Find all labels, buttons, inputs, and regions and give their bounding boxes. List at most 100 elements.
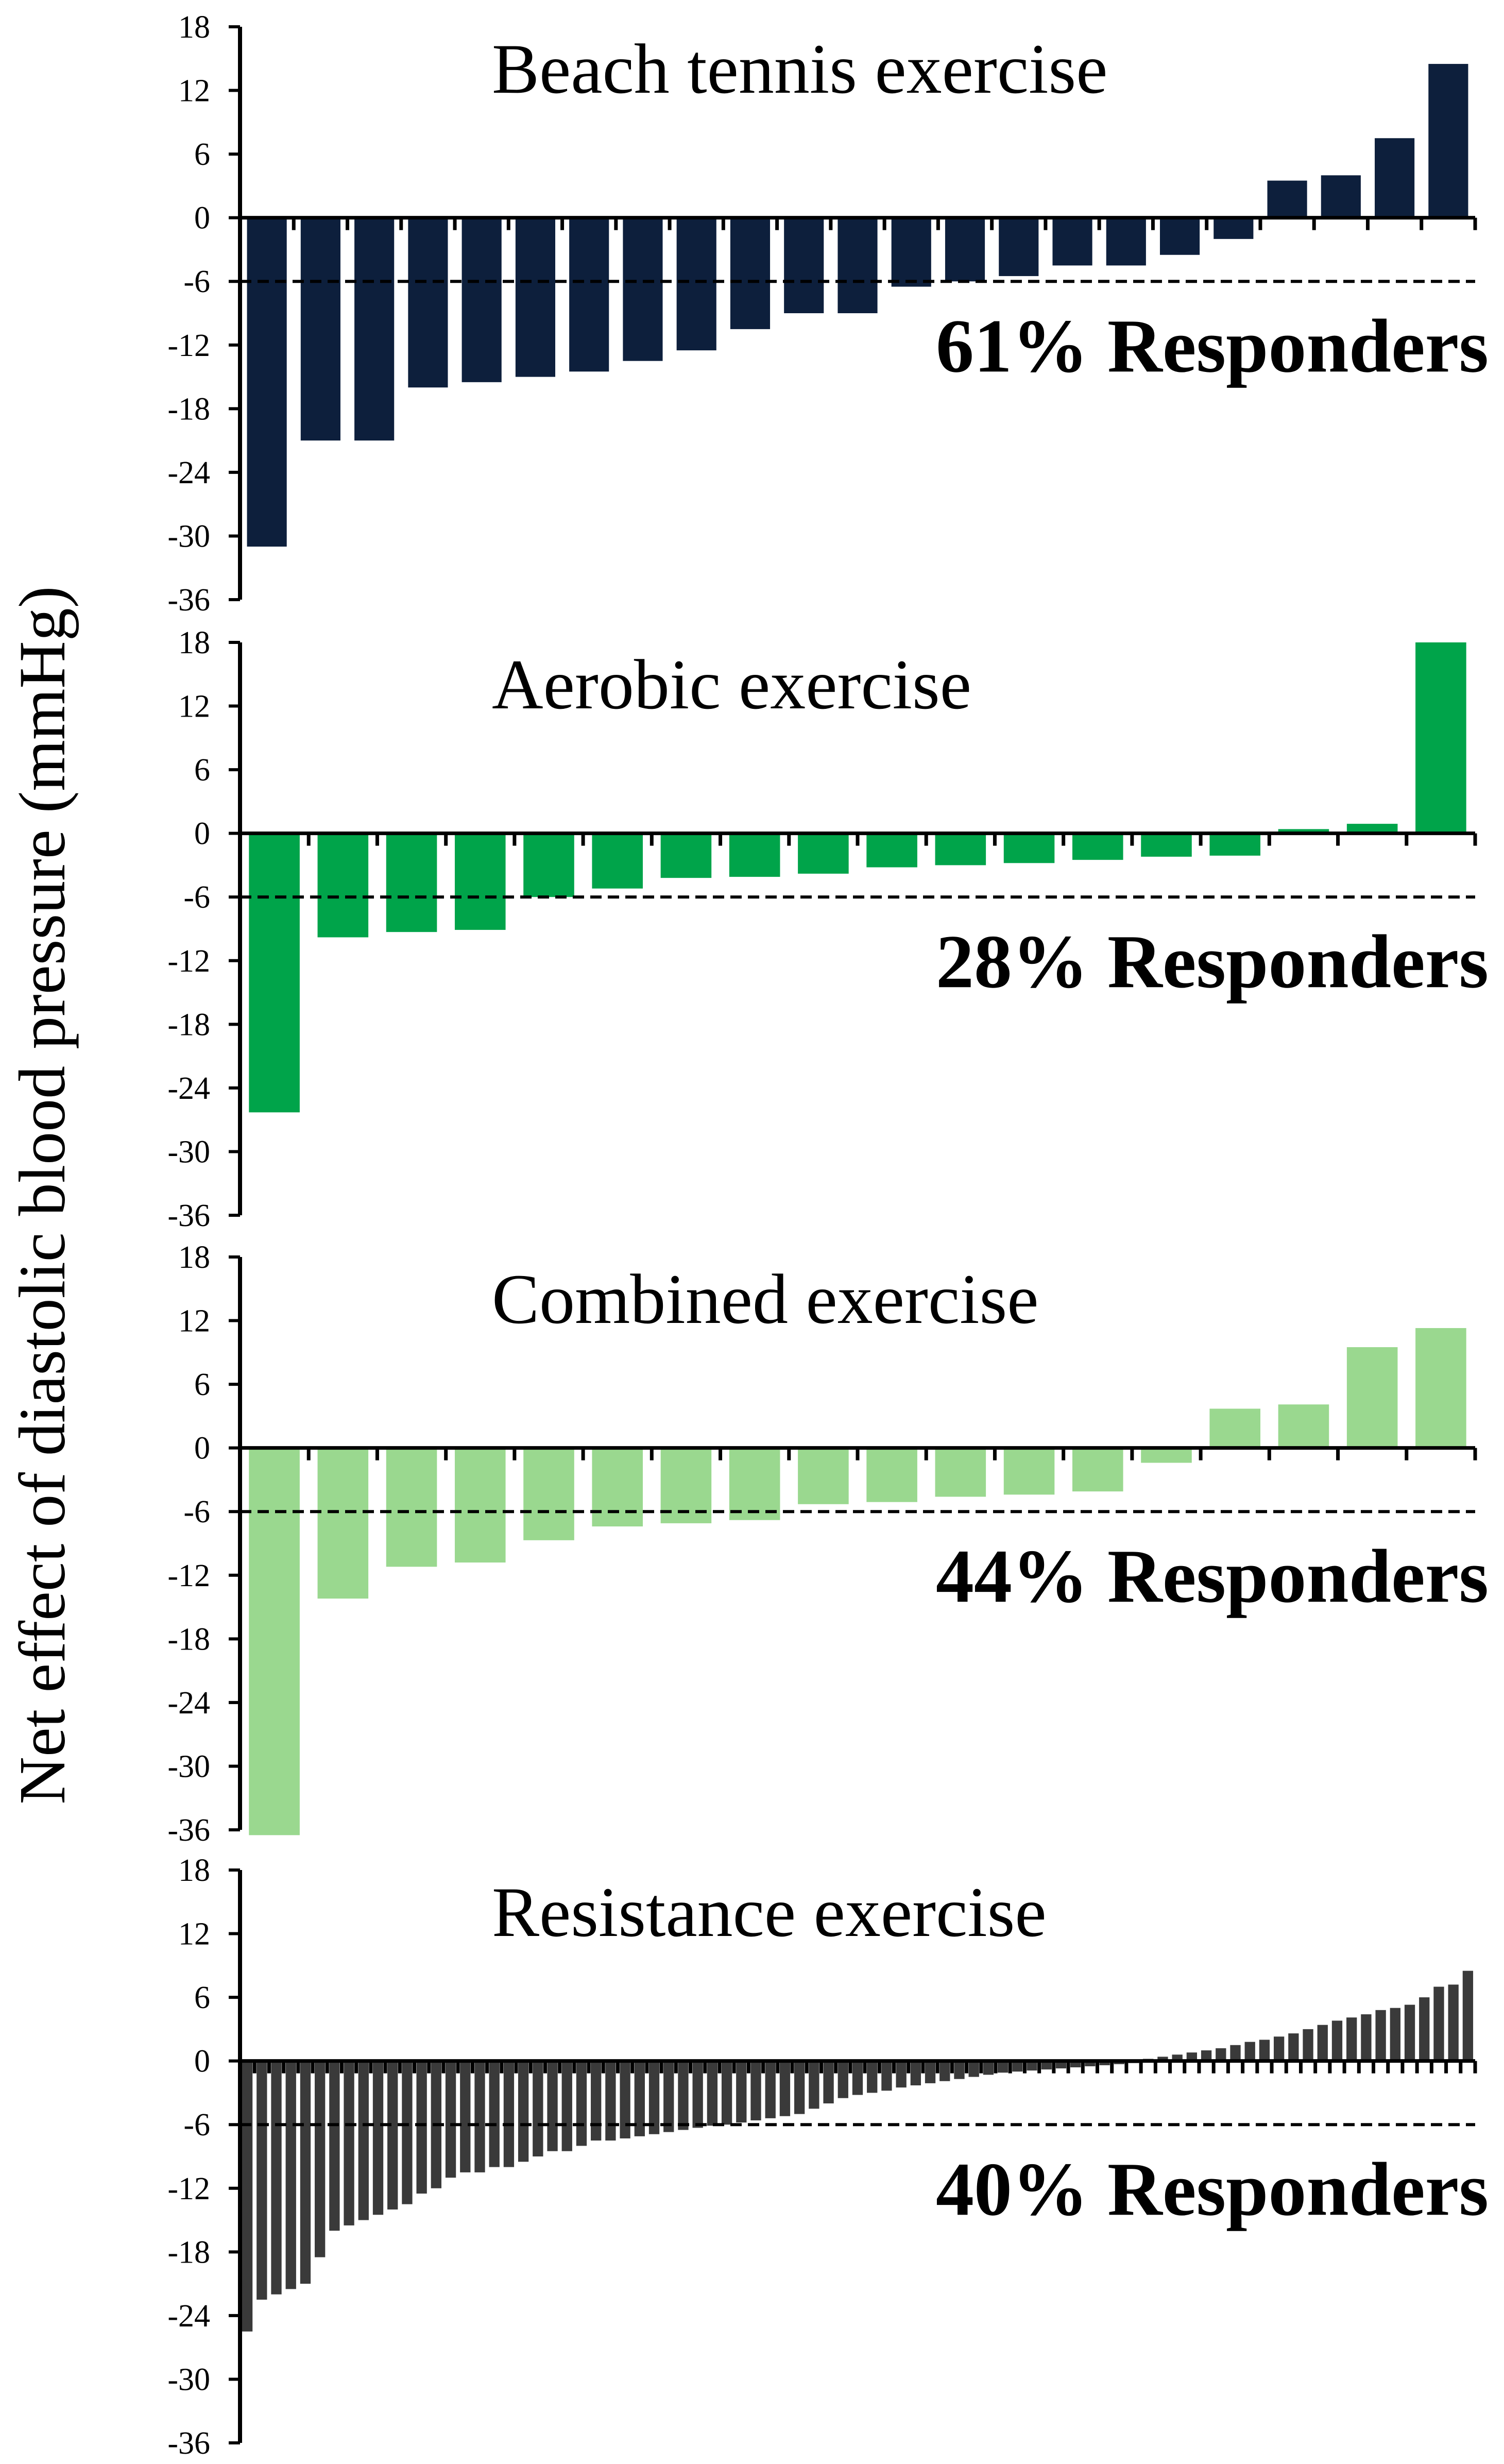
bar bbox=[523, 1448, 574, 1540]
bar bbox=[386, 1448, 437, 1567]
panel: 18 12 6 0 -6 -12 -18 -24 -30 -36 Resistance exerci… bbox=[167, 1853, 1489, 2461]
bar bbox=[910, 2061, 921, 2086]
y-tick-label: -24 bbox=[167, 2299, 210, 2334]
y-tick-label: 6 bbox=[194, 1367, 210, 1402]
bar bbox=[983, 2061, 994, 2075]
bar bbox=[620, 2061, 630, 2138]
panel: 18 12 6 0 -6 -12 -18 -24 -30 -36 Combined exercise… bbox=[167, 1240, 1489, 1848]
bar bbox=[1141, 833, 1192, 857]
y-tick-label: -36 bbox=[167, 1813, 210, 1848]
bar bbox=[1462, 1970, 1474, 2061]
bar bbox=[1375, 138, 1415, 218]
bar bbox=[1085, 2061, 1096, 2066]
bar bbox=[935, 833, 986, 865]
bar bbox=[1106, 217, 1146, 266]
y-tick-label: -12 bbox=[167, 944, 210, 979]
y-tick-label: -12 bbox=[167, 2171, 210, 2206]
bar bbox=[935, 1448, 986, 1497]
bar bbox=[866, 1448, 917, 1502]
bar bbox=[945, 217, 985, 282]
bar bbox=[317, 833, 369, 938]
bar bbox=[592, 1448, 643, 1527]
bar bbox=[576, 2061, 587, 2146]
y-tick-label: -24 bbox=[167, 1071, 210, 1106]
bar bbox=[454, 1448, 506, 1563]
bar bbox=[1415, 1328, 1466, 1448]
y-tick-label: -30 bbox=[167, 1134, 210, 1169]
bar bbox=[523, 833, 574, 897]
bar bbox=[1201, 2050, 1212, 2061]
bar bbox=[242, 2061, 253, 2332]
bar bbox=[939, 2061, 950, 2081]
bar bbox=[1003, 833, 1055, 863]
bar bbox=[999, 217, 1039, 276]
responders-label: 44% Responders bbox=[936, 1534, 1489, 1619]
y-tick-label: 18 bbox=[178, 1853, 210, 1888]
bar bbox=[838, 2061, 848, 2098]
bar bbox=[692, 2061, 703, 2128]
bar bbox=[1052, 217, 1092, 266]
bar bbox=[1244, 2042, 1255, 2061]
bar bbox=[402, 2061, 413, 2204]
bar bbox=[386, 833, 437, 932]
bar bbox=[249, 833, 300, 1113]
panel: 18 12 6 0 -6 -12 -18 -24 -30 -36 Beach tennis exer… bbox=[167, 10, 1489, 618]
bar bbox=[460, 2061, 471, 2172]
bar bbox=[533, 2061, 543, 2156]
bar bbox=[1404, 2004, 1415, 2061]
bar bbox=[925, 2061, 936, 2083]
y-tick-label: -12 bbox=[167, 328, 210, 363]
y-tick-label: 6 bbox=[194, 1980, 210, 2015]
y-tick-label: 6 bbox=[194, 137, 210, 172]
y-tick-label: -18 bbox=[167, 392, 210, 427]
bar bbox=[1278, 829, 1329, 834]
bar bbox=[387, 2061, 398, 2210]
responders-label: 40% Responders bbox=[936, 2147, 1489, 2232]
bar bbox=[866, 833, 917, 868]
bar bbox=[1003, 1448, 1055, 1495]
bar bbox=[1209, 1408, 1261, 1448]
panel-title: Resistance exercise bbox=[492, 1873, 1047, 1951]
bar bbox=[317, 1448, 369, 1599]
bar bbox=[1346, 824, 1398, 834]
bar bbox=[271, 2061, 282, 2295]
bar bbox=[1303, 2029, 1313, 2061]
bar bbox=[249, 1448, 300, 1836]
bar bbox=[1433, 1986, 1444, 2061]
bar bbox=[408, 217, 448, 388]
y-tick-label: -36 bbox=[167, 583, 210, 618]
bar bbox=[623, 217, 663, 361]
bar bbox=[1278, 1404, 1329, 1448]
bar bbox=[1186, 2052, 1198, 2061]
bar bbox=[1214, 217, 1254, 239]
bar bbox=[660, 833, 712, 878]
panel-title: Beach tennis exercise bbox=[492, 29, 1107, 108]
bar bbox=[1331, 2020, 1343, 2061]
y-tick-label: -6 bbox=[183, 2108, 210, 2143]
bar bbox=[454, 833, 506, 930]
bar bbox=[1159, 217, 1200, 255]
bar bbox=[354, 217, 395, 441]
y-tick-label: -18 bbox=[167, 1007, 210, 1042]
bar bbox=[489, 2061, 500, 2167]
bar bbox=[329, 2061, 340, 2231]
y-tick-label: -24 bbox=[167, 455, 210, 490]
y-tick-label: 0 bbox=[194, 1431, 210, 1466]
y-tick-label: 18 bbox=[178, 1240, 210, 1275]
y-tick-label: -6 bbox=[183, 880, 210, 915]
bar bbox=[730, 217, 771, 329]
y-tick-label: 12 bbox=[178, 1917, 210, 1952]
y-tick-label: -30 bbox=[167, 519, 210, 554]
bar bbox=[750, 2061, 761, 2120]
bar bbox=[1346, 2017, 1357, 2061]
bar bbox=[1419, 1997, 1430, 2061]
bar bbox=[784, 217, 824, 313]
bar bbox=[1346, 1347, 1398, 1448]
y-tick-label: 12 bbox=[178, 1304, 210, 1339]
bar bbox=[809, 2061, 819, 2109]
y-tick-label: 18 bbox=[178, 10, 210, 45]
bar bbox=[257, 2061, 267, 2300]
bar bbox=[1141, 1448, 1192, 1463]
bar bbox=[1361, 2014, 1372, 2061]
